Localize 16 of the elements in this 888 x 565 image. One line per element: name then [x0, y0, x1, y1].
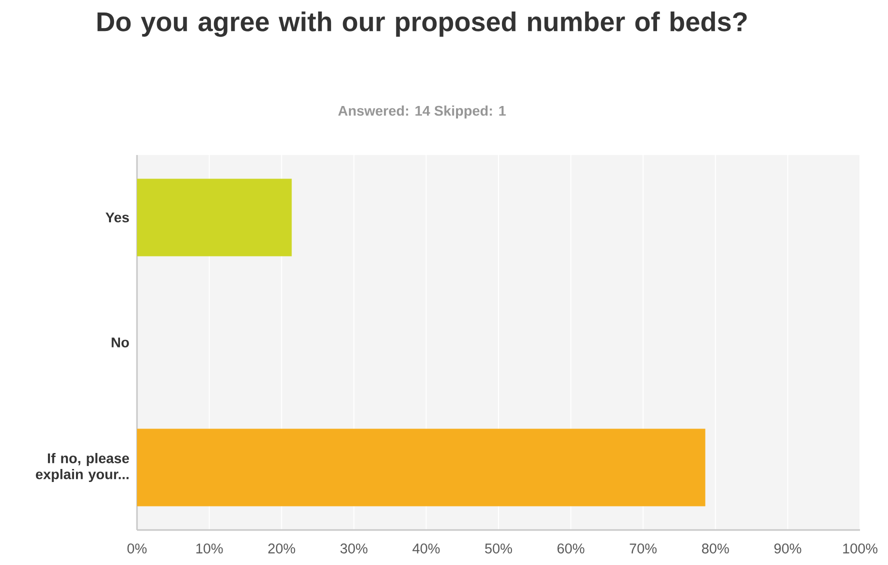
y-tick-label: Yes — [106, 212, 129, 222]
x-tick-label: 10% — [196, 544, 223, 554]
x-tick-label: 50% — [485, 544, 512, 554]
x-tick-label: 0% — [127, 544, 147, 554]
y-tick-label: If no, please explain your... — [36, 452, 129, 482]
x-tick-label: 20% — [268, 544, 296, 554]
x-tick-label: 30% — [340, 544, 368, 554]
x-tick-label: 70% — [630, 544, 657, 554]
chart-title: Do you agree with our proposed number of beds? — [98, 12, 747, 37]
x-tick-label: 60% — [558, 544, 584, 554]
x-tick-label: 40% — [412, 544, 440, 554]
chart-subtitle: Answered: 14 Skipped: 1 — [338, 105, 506, 119]
x-tick-label: 100% — [843, 544, 878, 554]
x-tick-label: 90% — [774, 544, 802, 554]
x-tick-label: 80% — [702, 544, 729, 554]
y-tick-label: No — [112, 338, 129, 348]
